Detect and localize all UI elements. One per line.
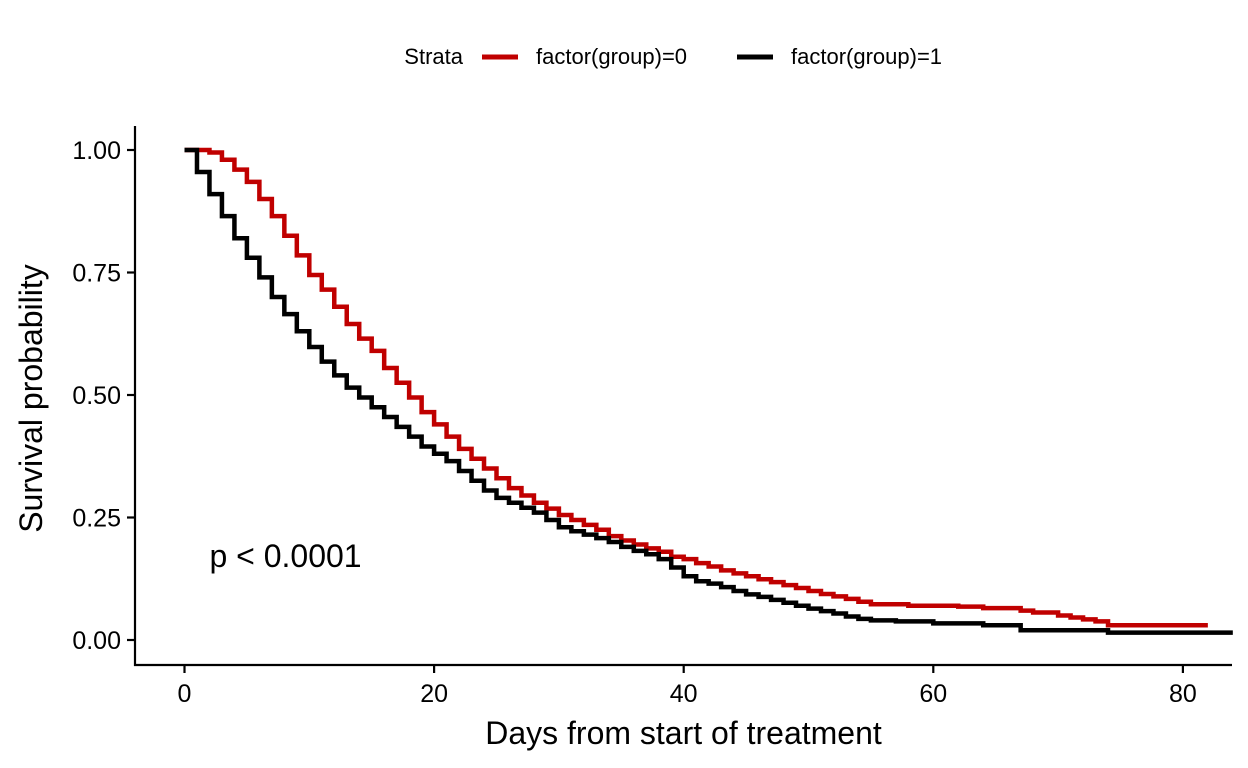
legend-title: Strata [404,44,463,69]
x-axis-title: Days from start of treatment [485,715,882,751]
y-tick-label: 0.00 [72,627,121,655]
x-axis-ticks: 0 20 40 60 80 [178,665,1197,708]
legend-label-group-1: factor(group)=1 [791,44,942,69]
survival-curve-group-0 [184,147,1208,628]
p-value-annotation: p < 0.0001 [209,538,361,574]
y-tick-label: 0.75 [72,260,121,288]
y-tick-label: 0.50 [72,382,121,410]
y-tick-label: 1.00 [72,137,121,165]
y-axis-ticks: 0.00 0.25 0.50 0.75 1.00 [72,137,135,655]
survival-curve-group-1 [184,147,1233,635]
x-tick-label: 20 [420,680,448,708]
x-tick-label: 0 [178,680,192,708]
legend: Strata factor(group)=0 factor(group)=1 [404,44,942,69]
x-tick-label: 40 [670,680,698,708]
x-tick-label: 80 [1169,680,1197,708]
legend-label-group-0: factor(group)=0 [536,44,687,69]
y-tick-label: 0.25 [72,505,121,533]
survival-curves [184,147,1233,635]
x-tick-label: 60 [919,680,947,708]
y-axis-title: Survival probability [13,264,49,533]
